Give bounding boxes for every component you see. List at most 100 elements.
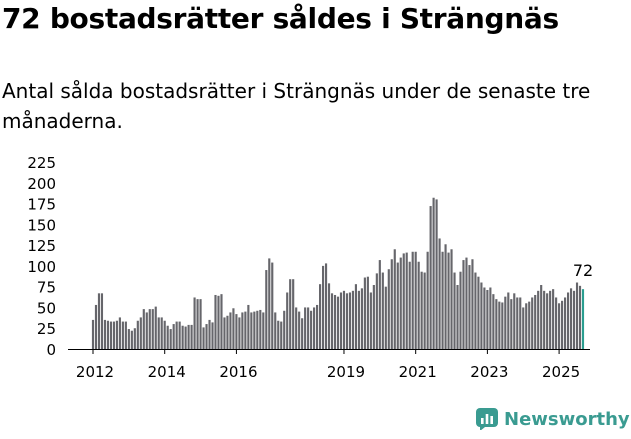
bar — [106, 320, 110, 349]
bar — [211, 322, 214, 349]
bar — [417, 261, 420, 349]
bar — [480, 282, 483, 349]
bar — [339, 292, 343, 349]
bar — [516, 297, 519, 349]
bar — [549, 290, 552, 349]
bar — [543, 290, 546, 349]
bar — [319, 284, 322, 349]
bar — [330, 293, 334, 349]
y-tick-label: 0 — [46, 341, 56, 359]
bar — [169, 329, 172, 349]
bar — [375, 273, 378, 349]
y-tick-label: 175 — [27, 196, 56, 214]
bar — [468, 265, 471, 349]
bar — [97, 293, 101, 349]
bar — [522, 307, 525, 349]
bar — [181, 325, 184, 349]
bar — [435, 199, 438, 349]
x-axis: 2012 2014 2016 2019 2021 2023 2025 — [68, 349, 590, 381]
bar — [166, 325, 169, 349]
bar — [205, 324, 208, 349]
bar — [504, 296, 507, 349]
headline: 72 bostadsrätter såldes i Strängnäs — [2, 2, 559, 35]
bar — [157, 317, 160, 349]
bar — [390, 259, 393, 349]
bar-latest — [581, 289, 585, 349]
bar — [525, 303, 528, 349]
bar — [492, 294, 495, 349]
bar — [199, 299, 202, 349]
bar — [453, 272, 456, 349]
bar — [321, 265, 325, 349]
bar — [474, 272, 477, 349]
bar — [507, 292, 510, 349]
bar — [510, 299, 513, 349]
bar — [160, 317, 163, 349]
bar — [229, 312, 232, 349]
bar — [307, 307, 310, 349]
bar — [109, 321, 112, 349]
y-tick-label: 125 — [27, 237, 56, 255]
bar — [354, 284, 357, 349]
x-tick-label: 2025 — [542, 363, 580, 381]
bar — [432, 197, 435, 349]
bar — [450, 249, 453, 349]
bar — [531, 297, 534, 349]
bar — [301, 318, 304, 349]
bar — [327, 283, 331, 349]
bar — [124, 321, 127, 349]
bar — [148, 309, 151, 349]
bar — [578, 285, 582, 349]
bar — [226, 315, 229, 349]
bar — [540, 285, 543, 349]
bar — [378, 260, 381, 349]
bar — [298, 311, 301, 349]
bar — [94, 304, 98, 349]
bar — [304, 307, 307, 349]
bar — [223, 317, 226, 349]
bar — [558, 303, 561, 349]
bar — [456, 285, 459, 349]
bar — [283, 310, 286, 349]
x-tick-label: 2021 — [399, 363, 437, 381]
x-tick-label: 2019 — [327, 363, 365, 381]
bar — [498, 301, 501, 349]
bar — [139, 317, 142, 349]
bars — [91, 197, 585, 349]
bar — [256, 310, 259, 349]
bar — [289, 279, 292, 349]
bar — [363, 277, 366, 349]
bar — [462, 260, 465, 349]
bar — [438, 238, 441, 349]
bar — [274, 312, 277, 349]
bar — [100, 293, 104, 349]
bar — [238, 317, 241, 349]
bar — [133, 328, 136, 349]
bar — [345, 293, 349, 349]
bar — [316, 304, 319, 349]
bar — [569, 288, 573, 349]
bar — [366, 276, 369, 349]
bar — [483, 287, 486, 349]
bar — [447, 252, 450, 349]
bar — [232, 308, 235, 349]
bar — [396, 262, 399, 349]
bar — [310, 310, 313, 349]
bar — [351, 290, 355, 349]
bar — [220, 294, 223, 349]
bar — [572, 290, 576, 349]
bar — [280, 321, 283, 349]
bar — [459, 271, 462, 349]
subtitle: Antal sålda bostadsrätter i Strängnäs un… — [2, 79, 591, 133]
bar — [420, 271, 423, 349]
bar — [259, 309, 262, 349]
y-axis: 0 25 50 75 100 125 150 175 200 225 — [27, 154, 56, 359]
newsworthy-logo[interactable]: Newsworthy — [476, 408, 630, 430]
bar — [286, 292, 289, 349]
bar — [193, 297, 196, 349]
y-tick-label: 75 — [37, 279, 56, 297]
x-tick-label: 2012 — [76, 363, 114, 381]
bar — [489, 287, 492, 349]
y-tick-label: 100 — [27, 258, 56, 276]
